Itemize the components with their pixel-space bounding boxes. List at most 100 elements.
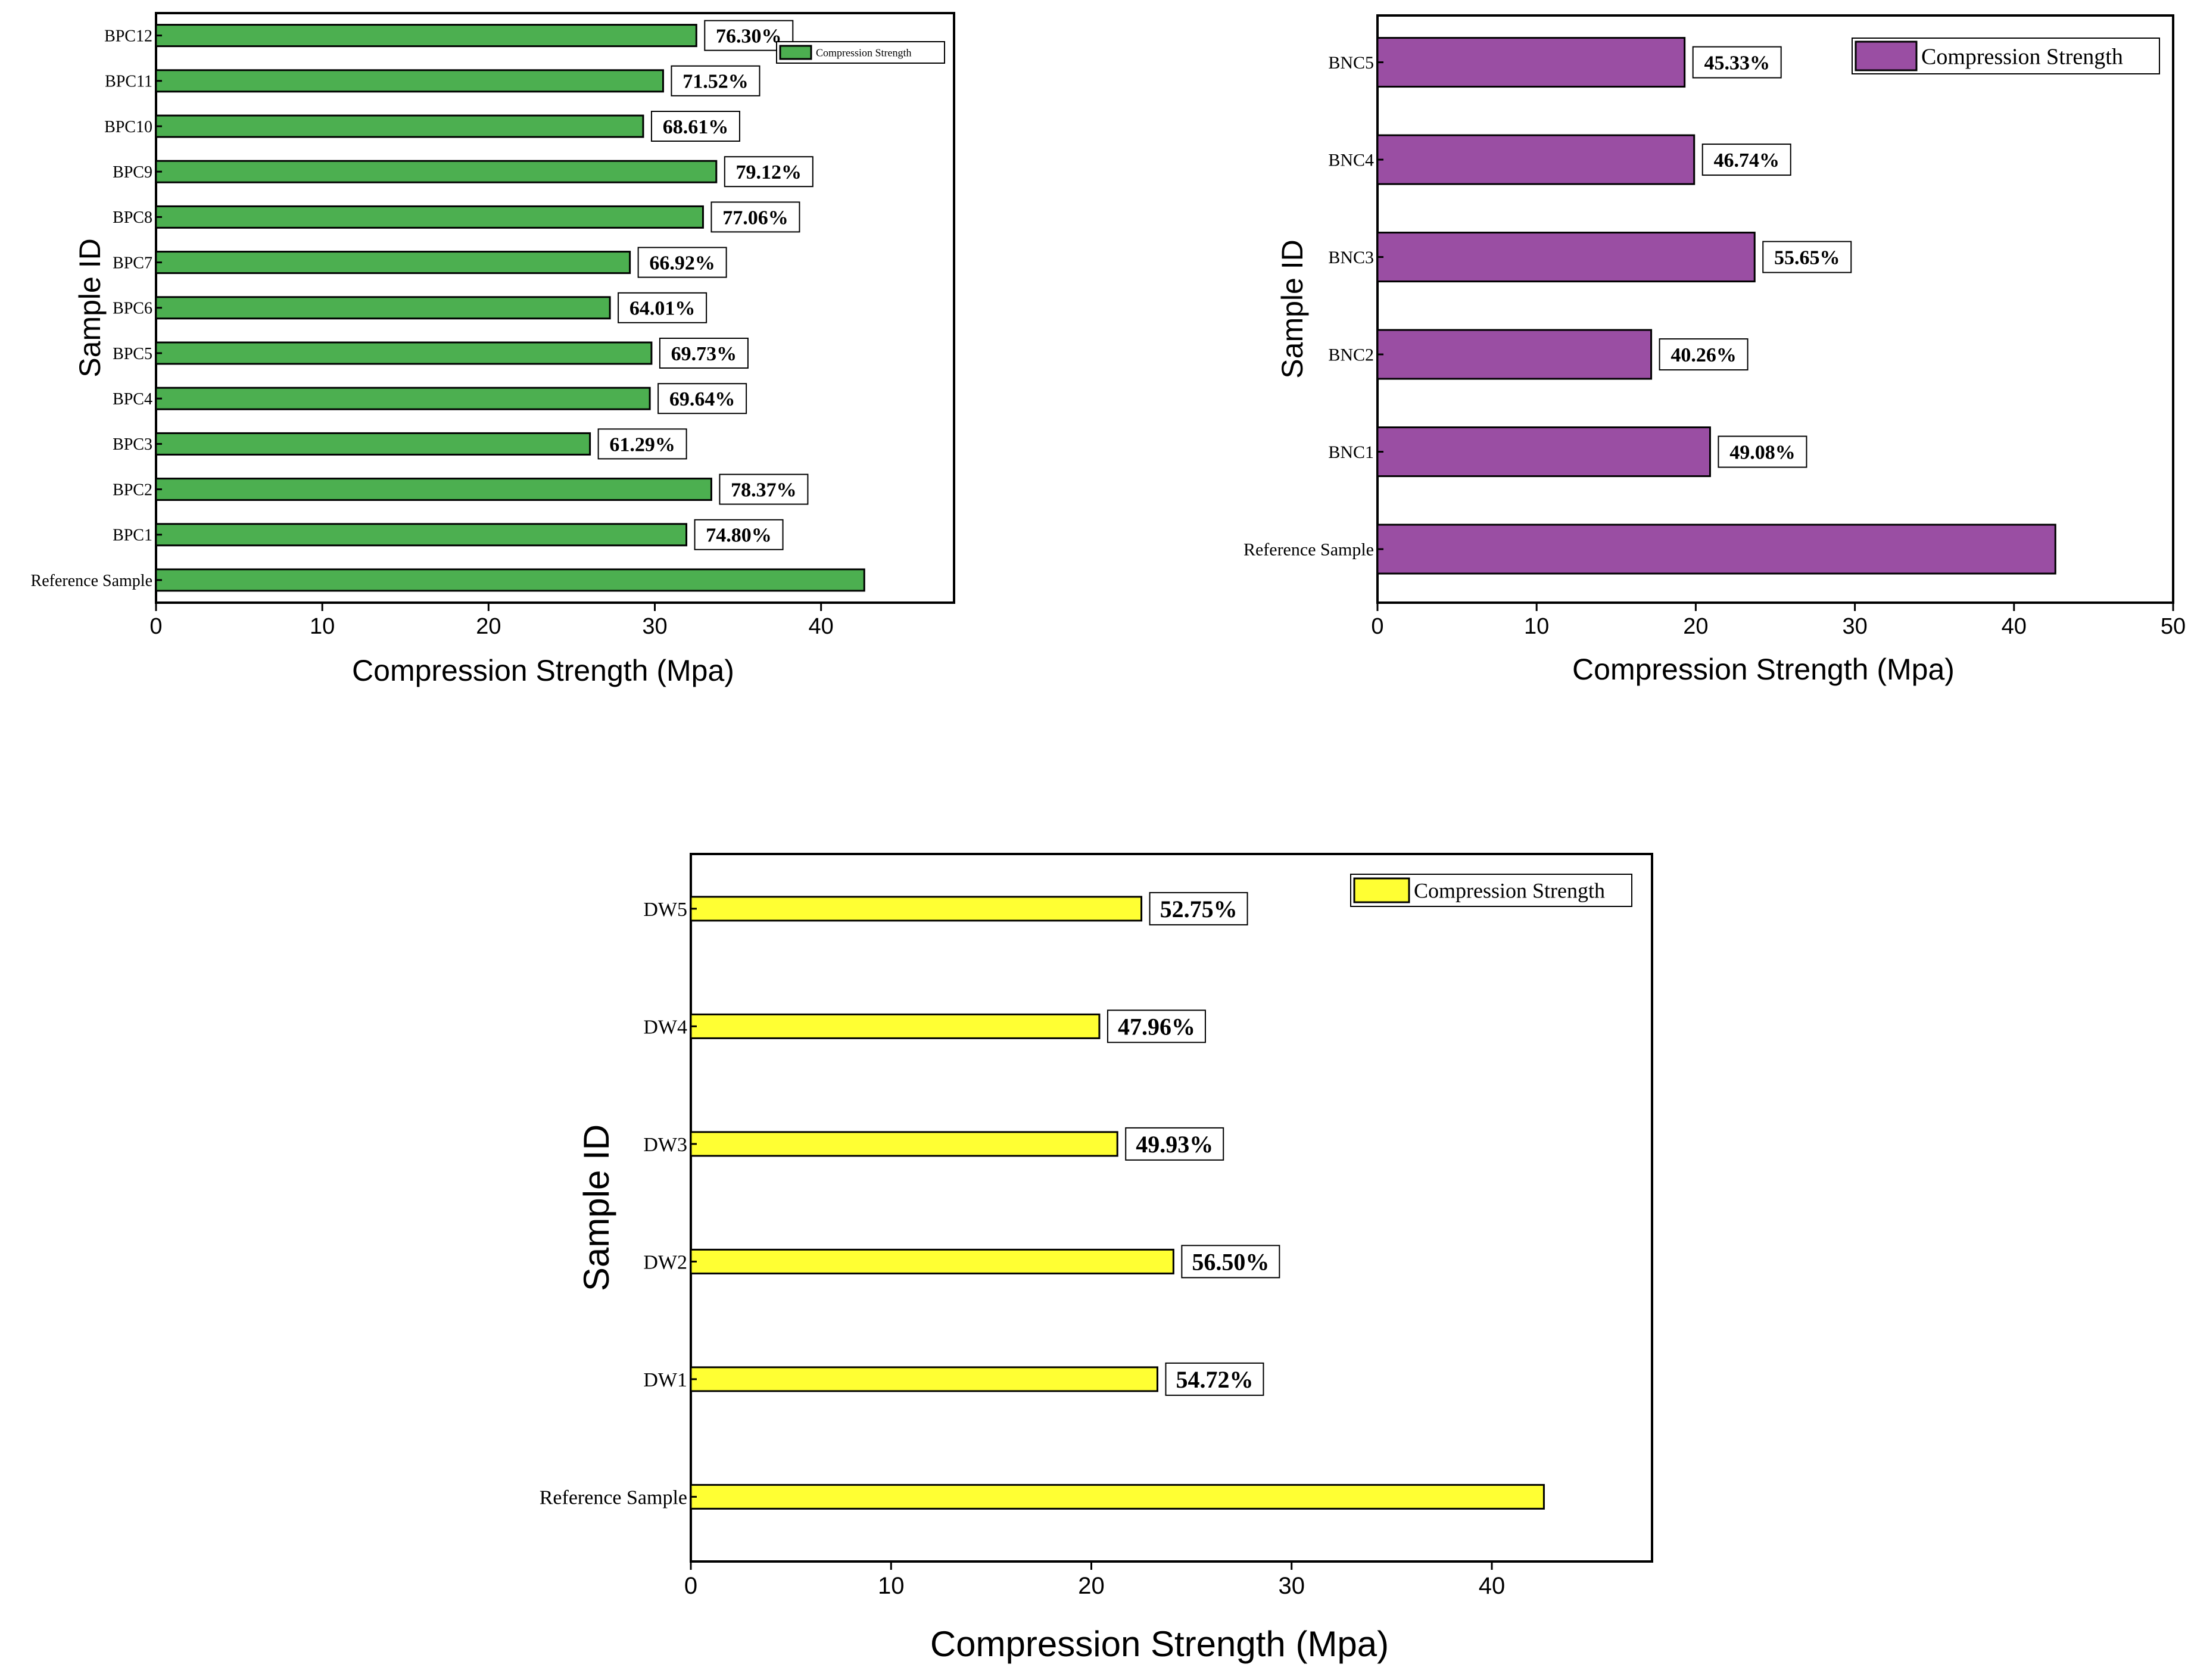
category-label: BPC10: [104, 118, 152, 136]
data-label-box: [719, 473, 809, 505]
x-tick-label: 0: [149, 614, 162, 639]
bar-bpc9: [155, 160, 718, 183]
category-label: BNC5: [1328, 53, 1374, 73]
data-label-box: [724, 156, 814, 188]
bar-bpc10: [155, 114, 644, 138]
legend-label: Compression Strength: [816, 46, 912, 58]
plot-frame: [1376, 14, 2174, 604]
bar-bpc12: [155, 24, 697, 48]
data-label: 52.75%: [1160, 896, 1238, 922]
bar-reference-sample: [1376, 523, 2056, 575]
bar-bnc4: [1376, 134, 1696, 185]
category-label: BNC3: [1328, 248, 1374, 267]
category-label: DW4: [643, 1016, 687, 1038]
data-label: 55.65%: [1774, 247, 1840, 269]
data-label: 68.61%: [663, 116, 729, 138]
x-tick-label: 40: [1479, 1573, 1506, 1599]
bar-bnc1: [1376, 426, 1711, 478]
x-tick-label: 0: [684, 1573, 697, 1599]
category-label: Reference Sample: [1243, 540, 1374, 560]
bar-dw2: [690, 1248, 1174, 1274]
data-label: 61.29%: [609, 434, 675, 456]
data-label-box: [657, 383, 747, 414]
data-label: 47.96%: [1118, 1013, 1195, 1040]
x-tick-label: 0: [1371, 614, 1383, 639]
data-label-box: [1718, 435, 1807, 468]
data-label: 76.30%: [716, 26, 782, 48]
data-label: 54.72%: [1176, 1366, 1253, 1393]
x-tick-label: 30: [1279, 1573, 1305, 1599]
data-label-box: [597, 428, 687, 460]
data-label-box: [1165, 1362, 1264, 1396]
bar-bnc5: [1376, 37, 1686, 88]
category-label: DW3: [643, 1134, 687, 1156]
bar-bpc1: [155, 523, 688, 547]
legend-label: Compression Strength: [1414, 879, 1605, 903]
bar-dw5: [690, 896, 1143, 922]
bar-reference-sample: [690, 1483, 1545, 1510]
data-label-box: [618, 292, 708, 323]
category-label: BPC3: [113, 435, 152, 454]
legend-swatch: [1353, 877, 1410, 903]
data-label-box: [1125, 1127, 1224, 1161]
chart-panel-2: Reference Sample BNC1 49.08% BNC2 40.26% BNC3…: [1243, 14, 2186, 686]
x-tick-label: 20: [1078, 1573, 1105, 1599]
category-label: DW2: [643, 1251, 687, 1273]
data-label: 66.92%: [649, 253, 715, 275]
x-tick-label: 50: [2161, 614, 2186, 639]
legend-swatch: [1855, 40, 1918, 71]
category-label: BPC9: [113, 163, 152, 182]
category-label: BPC11: [105, 73, 152, 91]
data-label-box: [1107, 1009, 1206, 1043]
data-label-box: [659, 338, 749, 369]
data-label: 45.33%: [1704, 52, 1770, 74]
bar-bpc8: [155, 205, 704, 229]
x-axis-title: Compression Strength (Mpa): [352, 654, 734, 687]
legend-swatch: [779, 45, 812, 60]
bar-bpc4: [155, 387, 651, 410]
bar-bpc3: [155, 432, 591, 456]
bar-bnc2: [1376, 329, 1653, 380]
x-tick-label: 20: [1683, 614, 1708, 639]
y-axis-title: Sample ID: [576, 1124, 616, 1291]
category-label: BNC4: [1328, 151, 1374, 170]
data-label-box: [650, 111, 740, 142]
data-label: 40.26%: [1670, 344, 1737, 366]
bar-bpc7: [155, 251, 631, 275]
legend: Compression Strength: [1350, 874, 1632, 907]
legend: Compression Strength: [776, 41, 945, 64]
bar-dw4: [690, 1013, 1101, 1039]
category-label: BNC2: [1328, 345, 1374, 365]
data-label-box: [1762, 241, 1852, 273]
category-label: Reference Sample: [540, 1486, 687, 1508]
category-label: BPC4: [113, 390, 152, 409]
bar-bnc3: [1376, 232, 1756, 283]
data-label: 49.08%: [1729, 441, 1796, 463]
bar-reference-sample: [155, 568, 865, 592]
data-label-box: [1659, 338, 1749, 371]
data-label: 74.80%: [706, 525, 772, 547]
data-label: 71.52%: [682, 71, 749, 93]
data-label-box: [1701, 144, 1791, 176]
data-label-box: [671, 65, 761, 96]
category-label: BPC7: [113, 254, 152, 272]
data-label: 64.01%: [629, 298, 696, 320]
category-label: BPC5: [113, 345, 152, 363]
data-label-box: [710, 201, 800, 233]
category-label: DW1: [643, 1369, 687, 1391]
x-tick-label: 30: [1842, 614, 1867, 639]
category-label: BPC12: [104, 27, 152, 45]
x-tick-label: 30: [642, 614, 667, 639]
y-axis-title: Sample ID: [73, 238, 107, 377]
category-label: BNC1: [1328, 442, 1374, 462]
category-label: BPC8: [113, 208, 152, 227]
x-tick-label: 10: [878, 1573, 905, 1599]
data-label: 69.64%: [669, 388, 735, 410]
y-axis-title: Sample ID: [1276, 239, 1309, 378]
category-label: DW5: [643, 899, 687, 921]
x-tick-label: 20: [476, 614, 501, 639]
category-label: BPC1: [113, 526, 152, 545]
bar-bpc6: [155, 296, 611, 320]
bar-dw3: [690, 1131, 1118, 1157]
legend: Compression Strength: [1852, 38, 2160, 74]
